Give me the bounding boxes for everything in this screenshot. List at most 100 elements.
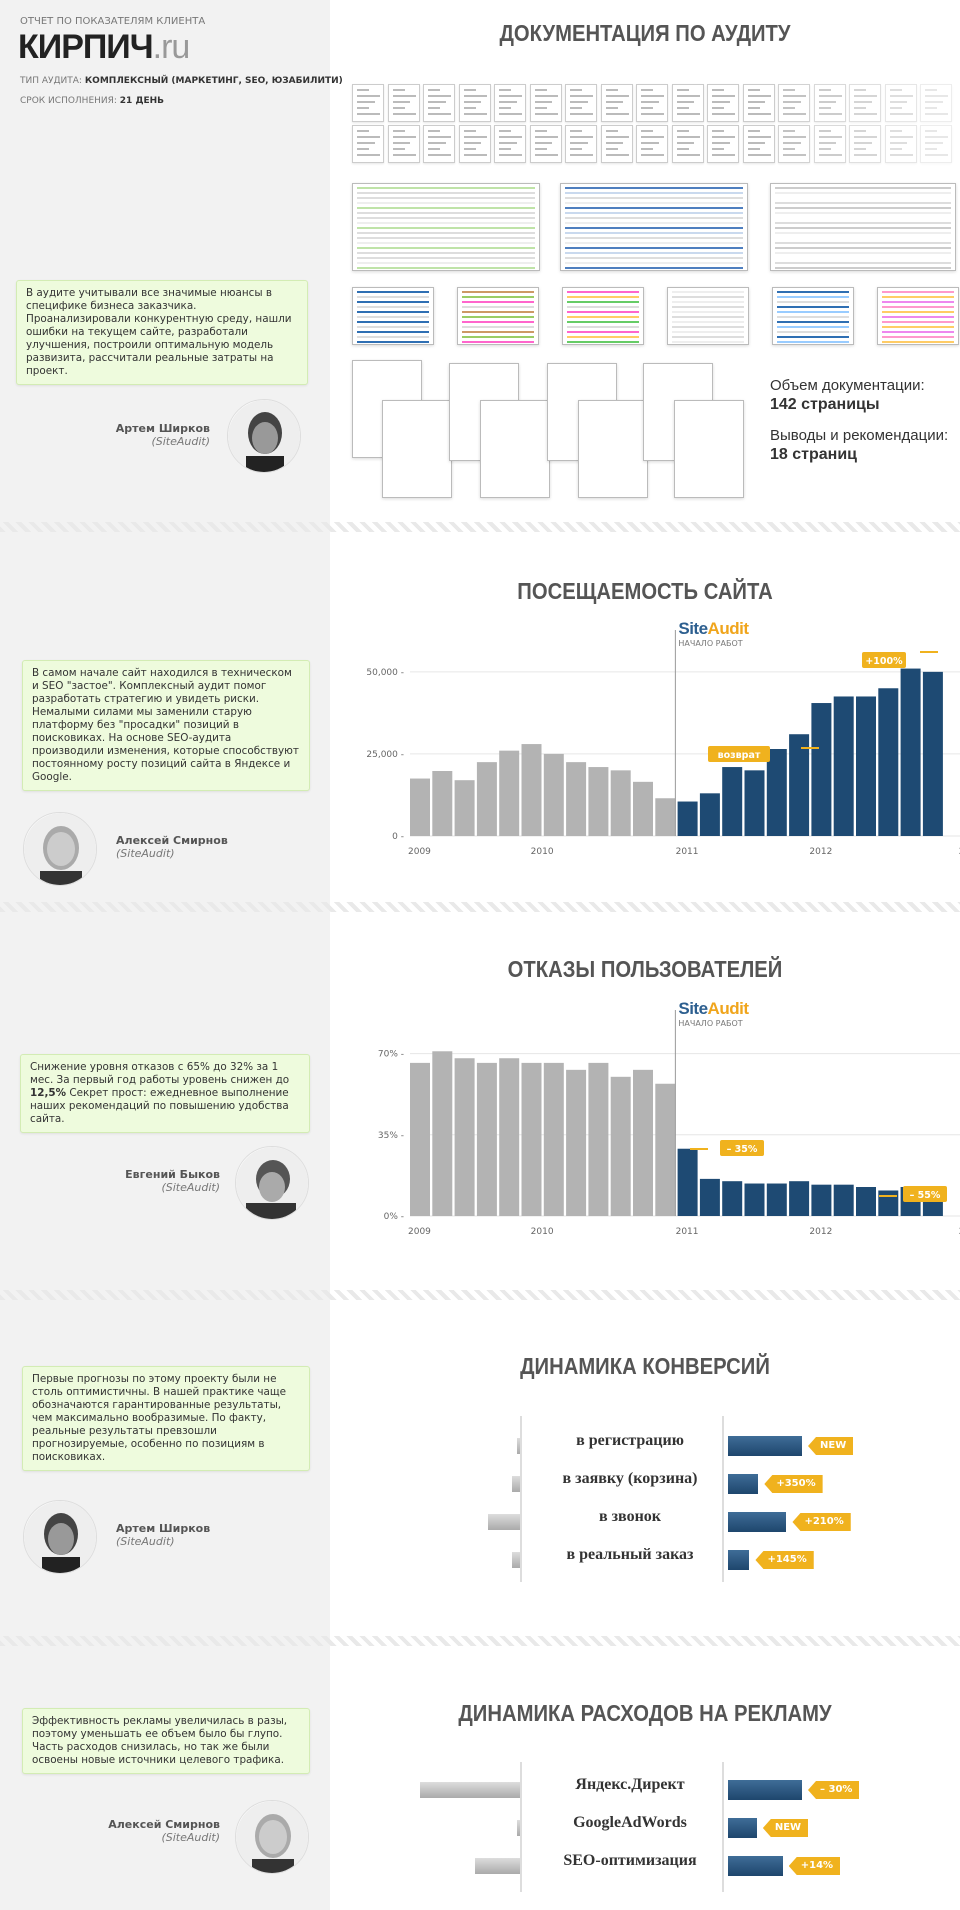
bar-before [517, 1438, 520, 1454]
bar-before [517, 1820, 520, 1836]
author-name: Евгений Быков [125, 1168, 220, 1181]
bar-after [766, 1183, 787, 1216]
term: СРОК ИСПОЛНЕНИЯ: 21 ДЕНЬ [20, 96, 164, 106]
bar-after [833, 1184, 854, 1216]
callout-badge: +100% [862, 651, 938, 668]
comparison-row: в регистрацию NEW [480, 1432, 960, 1462]
divider [0, 902, 960, 912]
doc-page-thumbnail [458, 125, 491, 163]
audit-type: ТИП АУДИТА: КОМПЛЕКСНЫЙ (МАРКЕТИНГ, SEO,… [20, 76, 343, 86]
logo-main: КИРПИЧ [18, 28, 154, 66]
docs-conclusions-label: Выводы и рекомендации: [770, 427, 949, 444]
docs-volume-label: Объем документации: [770, 377, 925, 394]
bar-before [454, 780, 475, 836]
author-company: (SiteAudit) [151, 435, 210, 448]
bar-before [488, 1514, 520, 1530]
comparison-row: SEO-оптимизация +14% [475, 1852, 960, 1882]
bar-after [856, 1187, 876, 1216]
bar-after [766, 749, 787, 836]
audit-type-label: ТИП АУДИТА: [20, 76, 82, 86]
callout-badge-bg [720, 1140, 764, 1156]
bar-after [728, 1550, 750, 1570]
callout-badge: – 55% [879, 1186, 947, 1202]
bar-before [543, 1062, 564, 1216]
doc-page-thumbnail [884, 125, 917, 163]
callout-badge-bg [862, 652, 906, 668]
doc-page-thumbnail [742, 84, 775, 122]
bar-before [475, 1858, 520, 1874]
divider-line [722, 1416, 724, 1582]
doc-page-thumbnail [778, 125, 810, 163]
x-tick-label: 2011 [676, 1227, 699, 1237]
doc-page-thumbnail [423, 84, 455, 122]
y-tick-label: 0 - [392, 832, 404, 842]
term-value: 21 ДЕНЬ [119, 96, 165, 106]
change-badge: – 30% [808, 1781, 860, 1799]
bounce-comment: Снижение уровня отказов с 65% до 32% за … [20, 1054, 310, 1133]
spreadsheet-thumbnail [772, 287, 854, 345]
doc-page-thumbnail [813, 84, 846, 122]
doc-page-thumbnail [494, 125, 526, 163]
avatar [23, 1500, 97, 1574]
bar-after [744, 770, 765, 836]
author-name: Алексей Смирнов [108, 1818, 220, 1831]
change-badge: +145% [755, 1551, 814, 1569]
x-tick-label: 2009 [408, 1227, 431, 1237]
bar-before [410, 1062, 430, 1216]
avatar [235, 1800, 309, 1874]
row-label: в звонок [598, 1508, 662, 1525]
docs-conclusions: Выводы и рекомендации: 18 страниц [770, 426, 948, 464]
docs-author: Артем Ширков (SiteAudit) [60, 422, 210, 448]
doc-page-thumbnail [387, 84, 420, 122]
bar-before [633, 1069, 653, 1216]
spreadsheet-thumbnail [877, 287, 959, 345]
docs-conclusions-value: 18 страниц [770, 446, 857, 463]
doc-page-thumbnail [707, 84, 739, 122]
bar-after [699, 1178, 720, 1216]
bar-before [432, 770, 453, 836]
bar-before [588, 767, 609, 836]
row-label: Яндекс.Директ [575, 1776, 685, 1793]
doc-page-thumbnail [707, 125, 739, 163]
bar-before [566, 1069, 587, 1216]
bar-before [655, 1083, 676, 1216]
bar-before [633, 781, 653, 836]
bar-after [728, 1474, 759, 1494]
bar-after [677, 801, 698, 836]
author-company: (SiteAudit) [116, 1535, 175, 1548]
traffic-author: Алексей Смирнов (SiteAudit) [116, 834, 266, 860]
callout-badge-label: – 35% [727, 1144, 758, 1155]
callout-badge-bg [903, 1186, 947, 1202]
logo: КИРПИЧ.ru [18, 28, 190, 67]
comparison-row: в реальный заказ +145% [480, 1546, 960, 1576]
bar-after [744, 1183, 765, 1216]
bar-after [811, 703, 832, 836]
conversions-author: Артем Ширков (SiteAudit) [116, 1522, 266, 1548]
bar-after [728, 1780, 802, 1800]
doc-page-thumbnail [671, 125, 704, 163]
comparison-row: в звонок +210% [480, 1508, 960, 1538]
bar-after [789, 1181, 810, 1216]
bar-before [476, 762, 497, 836]
spreadsheet-thumbnail [352, 287, 434, 345]
bar-after [722, 1181, 743, 1216]
divider-line [520, 1762, 522, 1892]
change-badge: NEW [762, 1819, 809, 1837]
bar-before [588, 1062, 609, 1216]
divider [0, 1636, 960, 1646]
doc-page-thumbnail [849, 125, 881, 163]
docs-volume-value: 142 страницы [770, 396, 880, 413]
bounce-comment-text-2: Секрет прост: ежедневное выполнение наши… [30, 1087, 289, 1125]
x-tick-label: 2010 [531, 847, 554, 857]
author-name: Артем Ширков [116, 1522, 211, 1535]
doc-page-thumbnail [600, 84, 633, 122]
doc-page-thumbnail [849, 84, 881, 122]
bar-before [610, 770, 631, 836]
row-label: SEO-оптимизация [563, 1852, 697, 1869]
divider-line [520, 1416, 522, 1582]
docs-title: ДОКУМЕНТАЦИЯ ПО АУДИТУ [499, 20, 791, 46]
comparison-row: Яндекс.Директ – 30% [420, 1776, 960, 1806]
spreadsheet-thumbnail [667, 287, 749, 345]
doc-page-thumbnail [636, 84, 668, 122]
bar-before [410, 778, 430, 836]
